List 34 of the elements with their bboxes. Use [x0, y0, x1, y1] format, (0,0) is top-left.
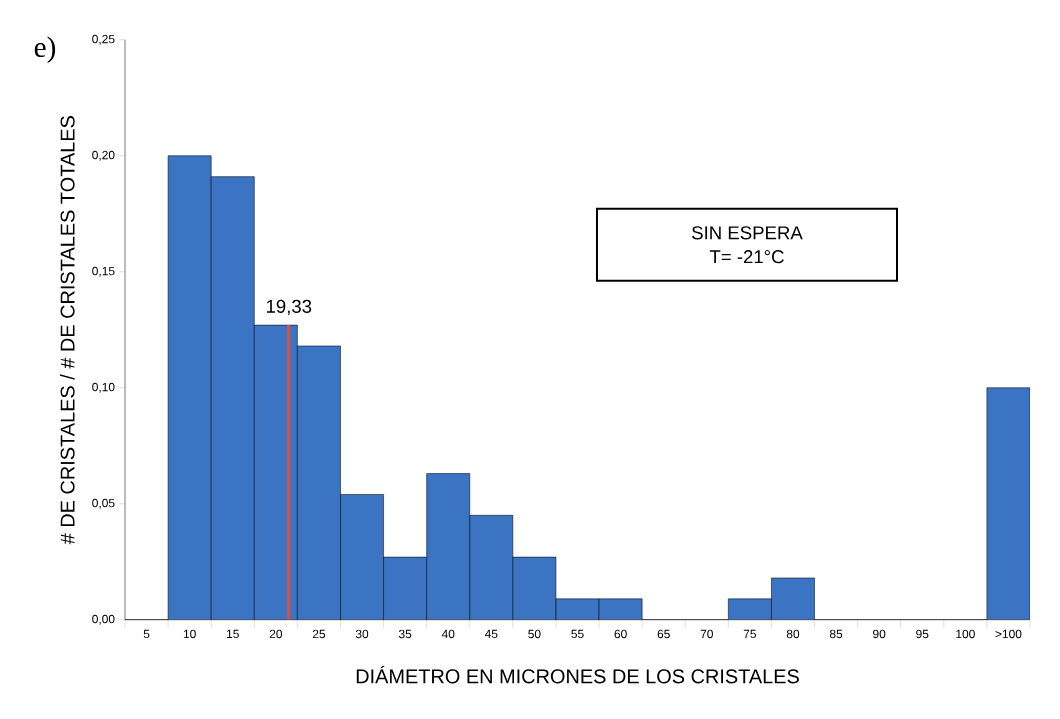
y-tick-label: 0,20 [92, 150, 115, 161]
annotation: T= -21°C [709, 250, 784, 264]
y-tick-label: 0,10 [92, 382, 115, 393]
x-tick-label: 90 [873, 629, 886, 639]
x-tick-label: 55 [571, 629, 584, 639]
x-tick-label: 60 [614, 629, 627, 639]
x-tick-label: 25 [312, 629, 326, 639]
ref-line-label: 19,33 [266, 299, 312, 316]
x-tick-label: 10 [183, 629, 196, 639]
y-tick-label: 0,05 [92, 498, 115, 509]
x-tick-label: 15 [227, 629, 239, 639]
x-tick-label: 40 [441, 629, 455, 639]
x-tick-label: 20 [269, 629, 283, 639]
x-tick-label: 100 [956, 629, 975, 639]
y-axis-title: # DE CRISTALES / # DE CRISTALES TOTALES [60, 116, 75, 545]
x-tick-label: 80 [786, 629, 800, 639]
x-axis-title: DIÁMETRO EN MICRONES DE LOS CRISTALES [356, 666, 799, 684]
y-tick-label: 0,15 [92, 266, 115, 277]
x-tick-label: 35 [398, 629, 412, 639]
text: e) [34, 36, 56, 64]
x-tick-label: 50 [528, 629, 541, 639]
x-tick-label: >100 [995, 629, 1022, 639]
y-tick-label: 0,25 [92, 34, 115, 45]
bar [986, 387, 1030, 620]
x-tick-label: 85 [829, 629, 843, 639]
x-tick-label: 30 [355, 629, 369, 639]
x-tick-label: 5 [143, 629, 150, 639]
x-tick-label: 65 [657, 629, 670, 639]
x-tick-label: 70 [700, 629, 713, 639]
x-tick-label: 95 [916, 629, 929, 639]
x-tick-label: 75 [743, 629, 757, 639]
annotation: SIN ESPERA [692, 226, 803, 240]
y-tick-label: 0,00 [92, 614, 115, 625]
x-tick-label: 45 [484, 629, 498, 639]
